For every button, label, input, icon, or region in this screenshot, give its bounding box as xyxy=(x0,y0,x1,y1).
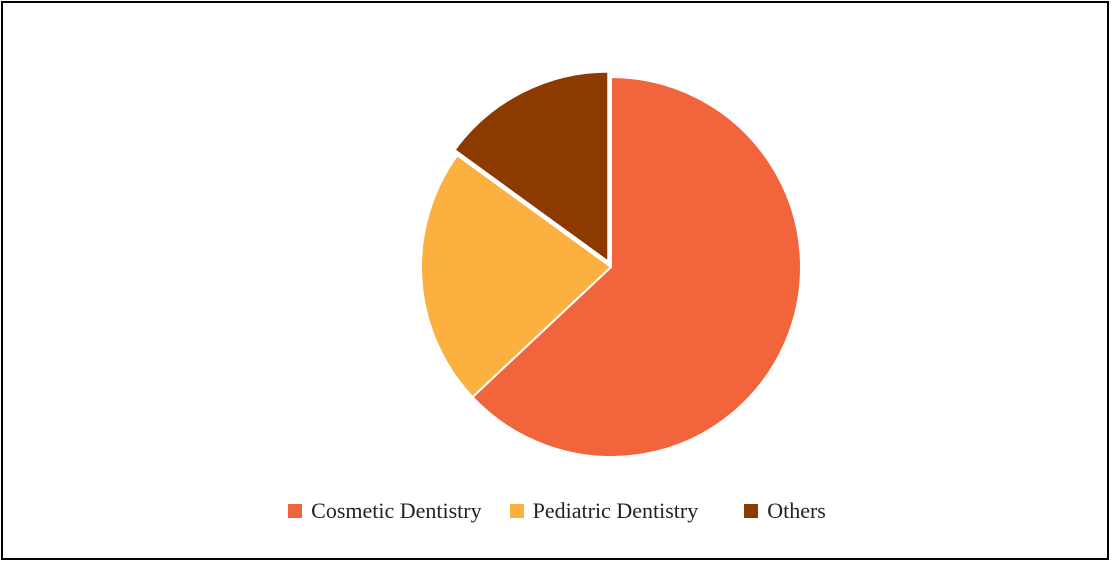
pie-slice-cosmetic-dentistry xyxy=(471,75,802,458)
legend-label-pediatric-dentistry: Pediatric Dentistry xyxy=(532,498,699,523)
legend-swatch-cosmetic-dentistry xyxy=(288,504,303,518)
legend-label-others: Others xyxy=(767,498,826,523)
legend-swatch-others xyxy=(744,504,759,518)
legend-item-pediatric-dentistry: Pediatric Dentistry xyxy=(509,498,699,524)
legend-item-others: Others xyxy=(744,498,826,524)
legend: Cosmetic Dentistry Pediatric Dentistry O… xyxy=(3,498,1111,524)
legend-label-cosmetic-dentistry: Cosmetic Dentistry xyxy=(311,498,482,523)
legend-item-cosmetic-dentistry: Cosmetic Dentistry xyxy=(288,498,482,524)
legend-swatch-pediatric-dentistry xyxy=(509,504,524,518)
pie-slice-pediatric-dentistry xyxy=(420,153,613,399)
pie-slice-others xyxy=(453,70,610,264)
pie-chart xyxy=(420,70,802,458)
